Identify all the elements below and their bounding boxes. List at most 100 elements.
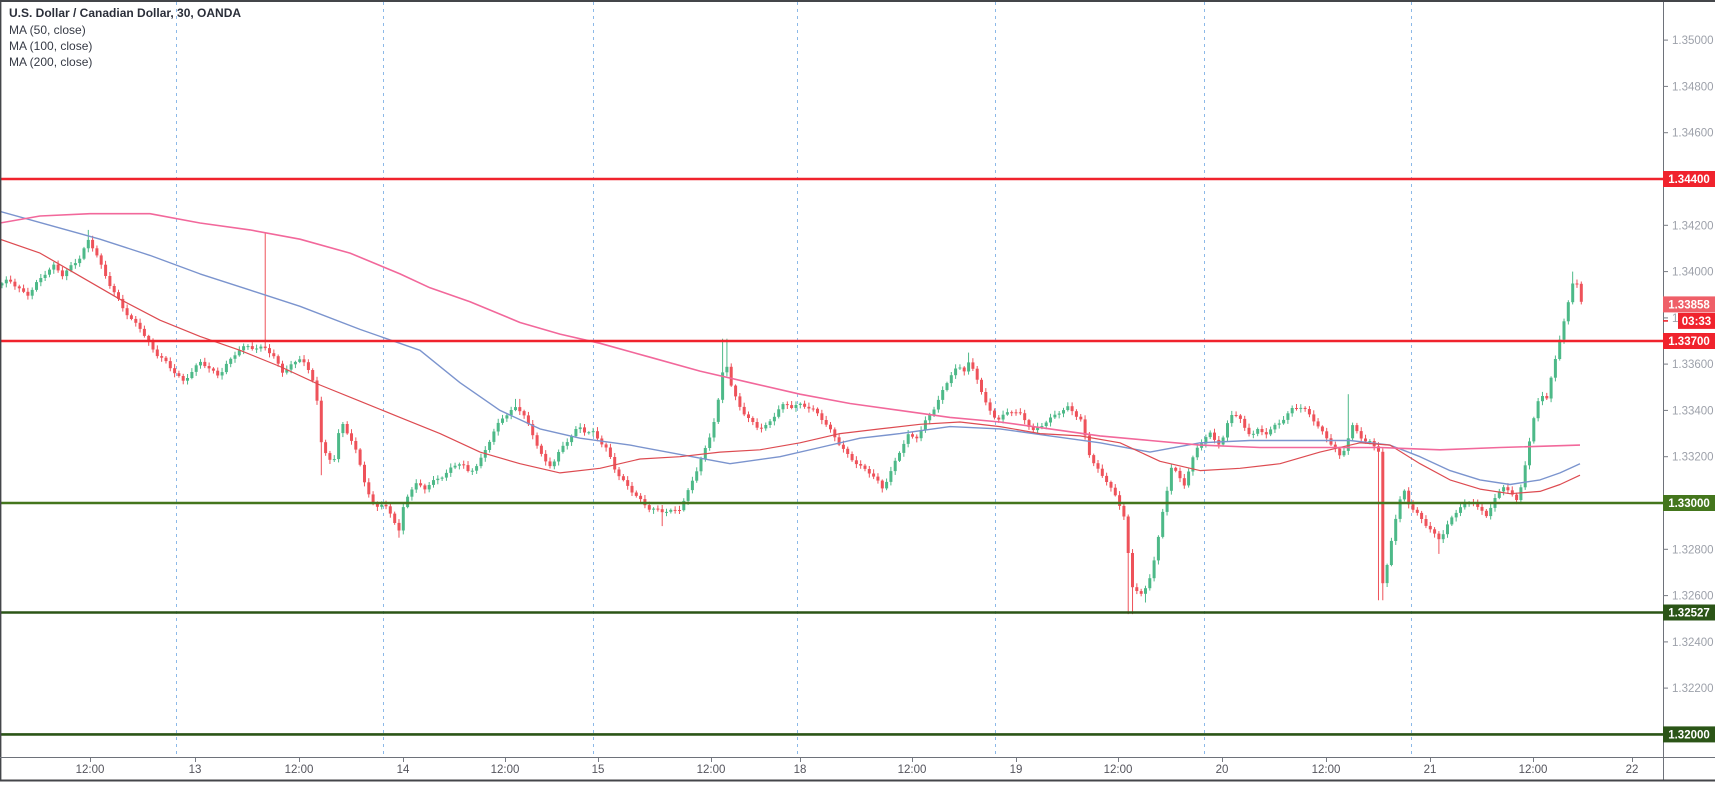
candle-body [958, 367, 962, 369]
time-tick-label: 18 [794, 764, 807, 776]
candle-body [1243, 418, 1247, 428]
level-label-1.34400-text: 1.34400 [1668, 174, 1710, 186]
level-label-1.33000[interactable] [1663, 495, 1715, 511]
candle-body [898, 452, 901, 461]
candle-body [1247, 427, 1251, 435]
time-axis[interactable]: 12:00 13 12:00 14 12:00 15 12:00 18 12:00 19 12:00… [76, 758, 1639, 776]
candle-body [1195, 447, 1199, 458]
candle-body [915, 436, 919, 439]
candle-body [155, 349, 159, 357]
current-price-group[interactable]: 1.33858 03:33 [1663, 296, 1715, 329]
candle-body [1100, 468, 1104, 476]
candle-body [1031, 426, 1035, 430]
indicator-ma-50[interactable]: MA (50, close) [9, 23, 86, 37]
candle-body [803, 403, 807, 407]
candle-body [401, 507, 405, 531]
candle-body [393, 513, 397, 523]
candle-body [544, 453, 548, 462]
candle-body [298, 359, 302, 362]
candle-body [721, 372, 725, 400]
price-level-lines[interactable] [0, 177, 1663, 736]
candle-body [492, 431, 496, 442]
candle-body [1161, 511, 1165, 537]
symbol-title[interactable]: U.S. Dollar / Canadian Dollar, 30, OANDA [9, 6, 242, 20]
indicator-ma-100[interactable]: MA (100, close) [9, 39, 93, 53]
price-tick-label: 1.33600 [1672, 359, 1714, 371]
candle-body [259, 346, 263, 349]
time-tick-label: 12:00 [1312, 764, 1341, 776]
candle-body [255, 348, 259, 350]
time-tick-label: 12:00 [285, 764, 314, 776]
candle-body [1385, 565, 1389, 584]
candle-body [419, 483, 423, 486]
level-label-boxes[interactable]: 1.34400 1.33700 1.33000 1.32527 1.32000 [1663, 171, 1715, 743]
candle-body [932, 409, 936, 415]
candle-body [988, 402, 992, 411]
candle-body [1286, 413, 1290, 420]
candle-body [747, 414, 750, 418]
candle-body [790, 405, 794, 408]
candle-body [954, 368, 958, 376]
candle-body [311, 370, 315, 381]
candle-body [1398, 499, 1402, 519]
candle-body [1433, 529, 1437, 534]
candle-body [1018, 412, 1022, 414]
candle-body [945, 383, 949, 390]
candle-body [608, 447, 612, 457]
level-label-1.33700[interactable] [1663, 333, 1715, 349]
candle-body [1528, 441, 1531, 466]
candle-body [764, 425, 768, 429]
candle-body [4, 279, 8, 284]
candle-body [1307, 409, 1311, 415]
time-tick-label: 21 [1424, 764, 1437, 776]
ma-200-line [0, 212, 1581, 451]
candle-body [1290, 408, 1294, 414]
bar-countdown-label[interactable] [1678, 312, 1715, 329]
candle-body [1463, 502, 1467, 508]
candles-layer[interactable] [0, 229, 1583, 615]
candle-body [177, 373, 181, 376]
candle-body [1079, 416, 1083, 420]
candle-body [1553, 359, 1557, 378]
candle-body [1053, 414, 1057, 418]
candle-body [928, 414, 932, 421]
candle-body [1407, 490, 1411, 505]
current-price-label[interactable] [1663, 296, 1715, 313]
candle-body [30, 289, 34, 296]
candle-body [695, 471, 699, 481]
candle-body [9, 279, 13, 282]
candle-body [384, 504, 388, 507]
price-axis[interactable]: 1.35000 1.34800 1.34600 1.34200 1.34000 1.338… [1663, 35, 1714, 695]
candle-body [807, 406, 811, 409]
candle-body [1562, 321, 1566, 340]
candle-body [444, 472, 448, 478]
time-tick-label: 19 [1010, 764, 1023, 776]
candle-body [52, 264, 56, 270]
indicator-ma-200[interactable]: MA (200, close) [9, 55, 93, 69]
level-label-1.32000[interactable] [1663, 726, 1715, 743]
candle-body [1269, 429, 1273, 435]
candle-body [1230, 415, 1234, 424]
candle-body [1389, 540, 1393, 565]
candle-body [1515, 494, 1519, 500]
candle-body [639, 495, 643, 500]
candle-body [453, 465, 457, 468]
candle-body [734, 385, 738, 397]
candle-body [328, 453, 332, 460]
candle-body [358, 449, 362, 465]
candle-body [820, 413, 824, 420]
candle-body [250, 346, 254, 349]
candle-body [872, 473, 876, 477]
candle-body [1506, 487, 1510, 491]
candle-body [1394, 518, 1398, 541]
candle-body [315, 380, 319, 401]
candle-body [1566, 302, 1570, 322]
level-label-1.32527[interactable] [1663, 604, 1715, 621]
level-label-1.34400[interactable] [1663, 171, 1715, 187]
candle-body [1338, 448, 1342, 456]
candle-body [462, 464, 466, 466]
candle-body [1575, 283, 1579, 285]
